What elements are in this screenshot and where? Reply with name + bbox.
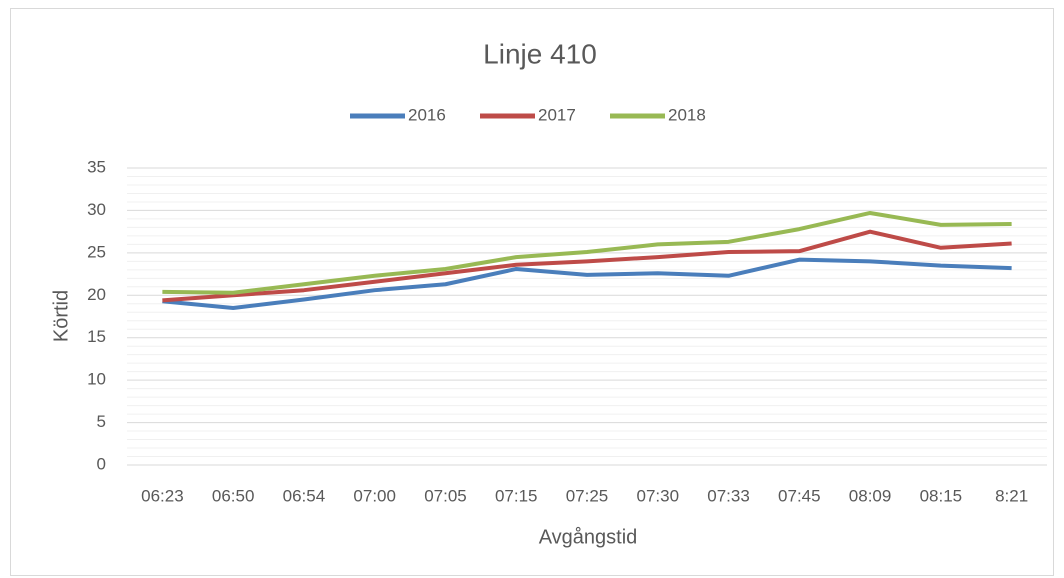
y-tick-label: 30 xyxy=(87,200,106,219)
x-tick-label: 07:33 xyxy=(707,486,750,505)
x-tick-label: 08:09 xyxy=(849,486,892,505)
x-tick-label: 06:50 xyxy=(212,486,255,505)
line-series xyxy=(162,257,1012,311)
x-tick-label: 07:30 xyxy=(636,486,679,505)
legend-label: 2017 xyxy=(538,105,576,124)
line-series xyxy=(162,210,1012,295)
x-tick-label: 07:05 xyxy=(424,486,467,505)
x-tick-label: 07:25 xyxy=(566,486,609,505)
x-tick-label: 07:45 xyxy=(778,486,821,505)
y-tick-label: 10 xyxy=(87,370,106,389)
x-tick-label: 08:15 xyxy=(920,486,963,505)
y-tick-label: 15 xyxy=(87,327,106,346)
x-tick-label: 8:21 xyxy=(995,486,1028,505)
x-tick-label: 07:15 xyxy=(495,486,538,505)
line-series xyxy=(162,229,1012,303)
x-tick-label: 06:23 xyxy=(141,486,184,505)
x-tick-label: 07:00 xyxy=(353,486,396,505)
y-tick-label: 20 xyxy=(87,285,106,304)
y-tick-label: 5 xyxy=(97,412,106,431)
chart-title: Linje 410 xyxy=(483,38,597,69)
legend-label: 2018 xyxy=(668,105,706,124)
x-tick-label: 06:54 xyxy=(283,486,326,505)
x-axis-label: Avgångstid xyxy=(539,526,638,548)
y-tick-label: 35 xyxy=(87,157,106,176)
y-tick-label: 0 xyxy=(97,454,106,473)
y-tick-label: 25 xyxy=(87,242,106,261)
y-axis-label: Körtid xyxy=(50,290,72,342)
legend-label: 2016 xyxy=(408,105,446,124)
